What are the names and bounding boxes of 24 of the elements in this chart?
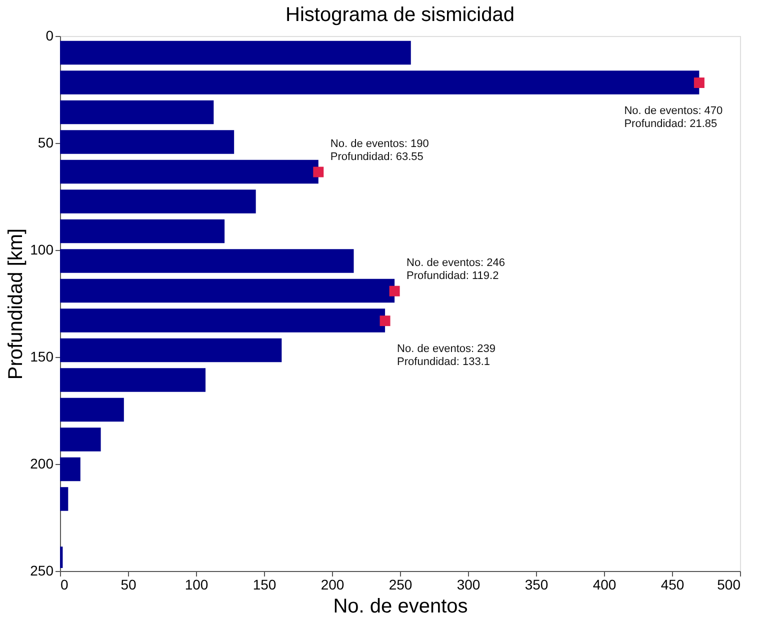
annotation: No. de eventos: 239 Profundidad: 133.1 [397,342,496,368]
annotation: No. de eventos: 246 Profundidad: 119.2 [406,257,506,282]
annotation: No. de eventos: 470 Profundidad: 21.85 [624,104,723,130]
y-tick-label: 100 [30,242,54,258]
x-tick-label: 100 [184,576,208,592]
y-axis-title: Profundidad [km] [5,228,28,380]
y-tick-label: 50 [38,134,54,150]
x-tick-label: 300 [456,576,480,592]
x-axis-title: No. de eventos [333,596,468,618]
x-tick-label: 450 [660,576,684,592]
y-tick-label: 200 [30,456,54,472]
x-tick-label: 500 [717,576,741,592]
x-tick-label: 200 [320,576,344,592]
x-tick-label: 150 [252,576,276,592]
y-tick-label: 250 [30,562,54,578]
y-tick-label: 150 [30,348,54,364]
x-tick-label: 250 [388,576,412,592]
y-tick-label: 0 [46,28,54,44]
chart-title: Histograma de sismicidad [286,4,514,26]
x-tick-label: 50 [120,576,136,592]
x-tick-label: 400 [592,576,616,592]
annotation: No. de eventos: 190 Profundidad: 63.55 [330,138,429,163]
x-tick-label: 350 [524,576,548,592]
x-tick-label: 0 [60,576,68,592]
